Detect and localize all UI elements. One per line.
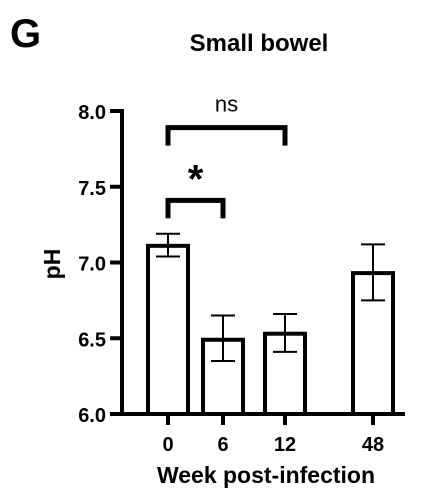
panel-label: G: [10, 12, 41, 56]
x-tick-label-48: 48: [362, 434, 384, 456]
x-tick-label-6: 6: [217, 434, 228, 456]
y-tick-label-8.0: 8.0: [78, 102, 106, 124]
error-bars-layer: [156, 232, 385, 362]
x-axis-label: Week post-infection: [157, 462, 375, 488]
axes-layer: 6.0 6.5 7.0 7.5 8.0 0 6 12 48: [78, 102, 405, 456]
y-tick-label-7.0: 7.0: [78, 254, 106, 276]
y-tick-label-6.5: 6.5: [78, 329, 106, 351]
x-tick-label-12: 12: [274, 434, 296, 456]
x-tick-label-0: 0: [162, 434, 173, 456]
significance-bracket-ns: [165, 125, 288, 146]
bar-week-0: [146, 243, 190, 416]
y-tick-label-7.5: 7.5: [78, 178, 106, 200]
y-axis-label: pH: [39, 249, 65, 280]
bars-layer: [146, 243, 395, 417]
significance-label-star: *: [188, 157, 204, 201]
significance-label-ns: ns: [215, 92, 238, 117]
significance-layer: ns *: [165, 92, 288, 219]
significance-bracket-star: [165, 197, 226, 219]
y-tick-label-6.0: 6.0: [78, 405, 106, 427]
chart-title: Small bowel: [190, 30, 329, 57]
